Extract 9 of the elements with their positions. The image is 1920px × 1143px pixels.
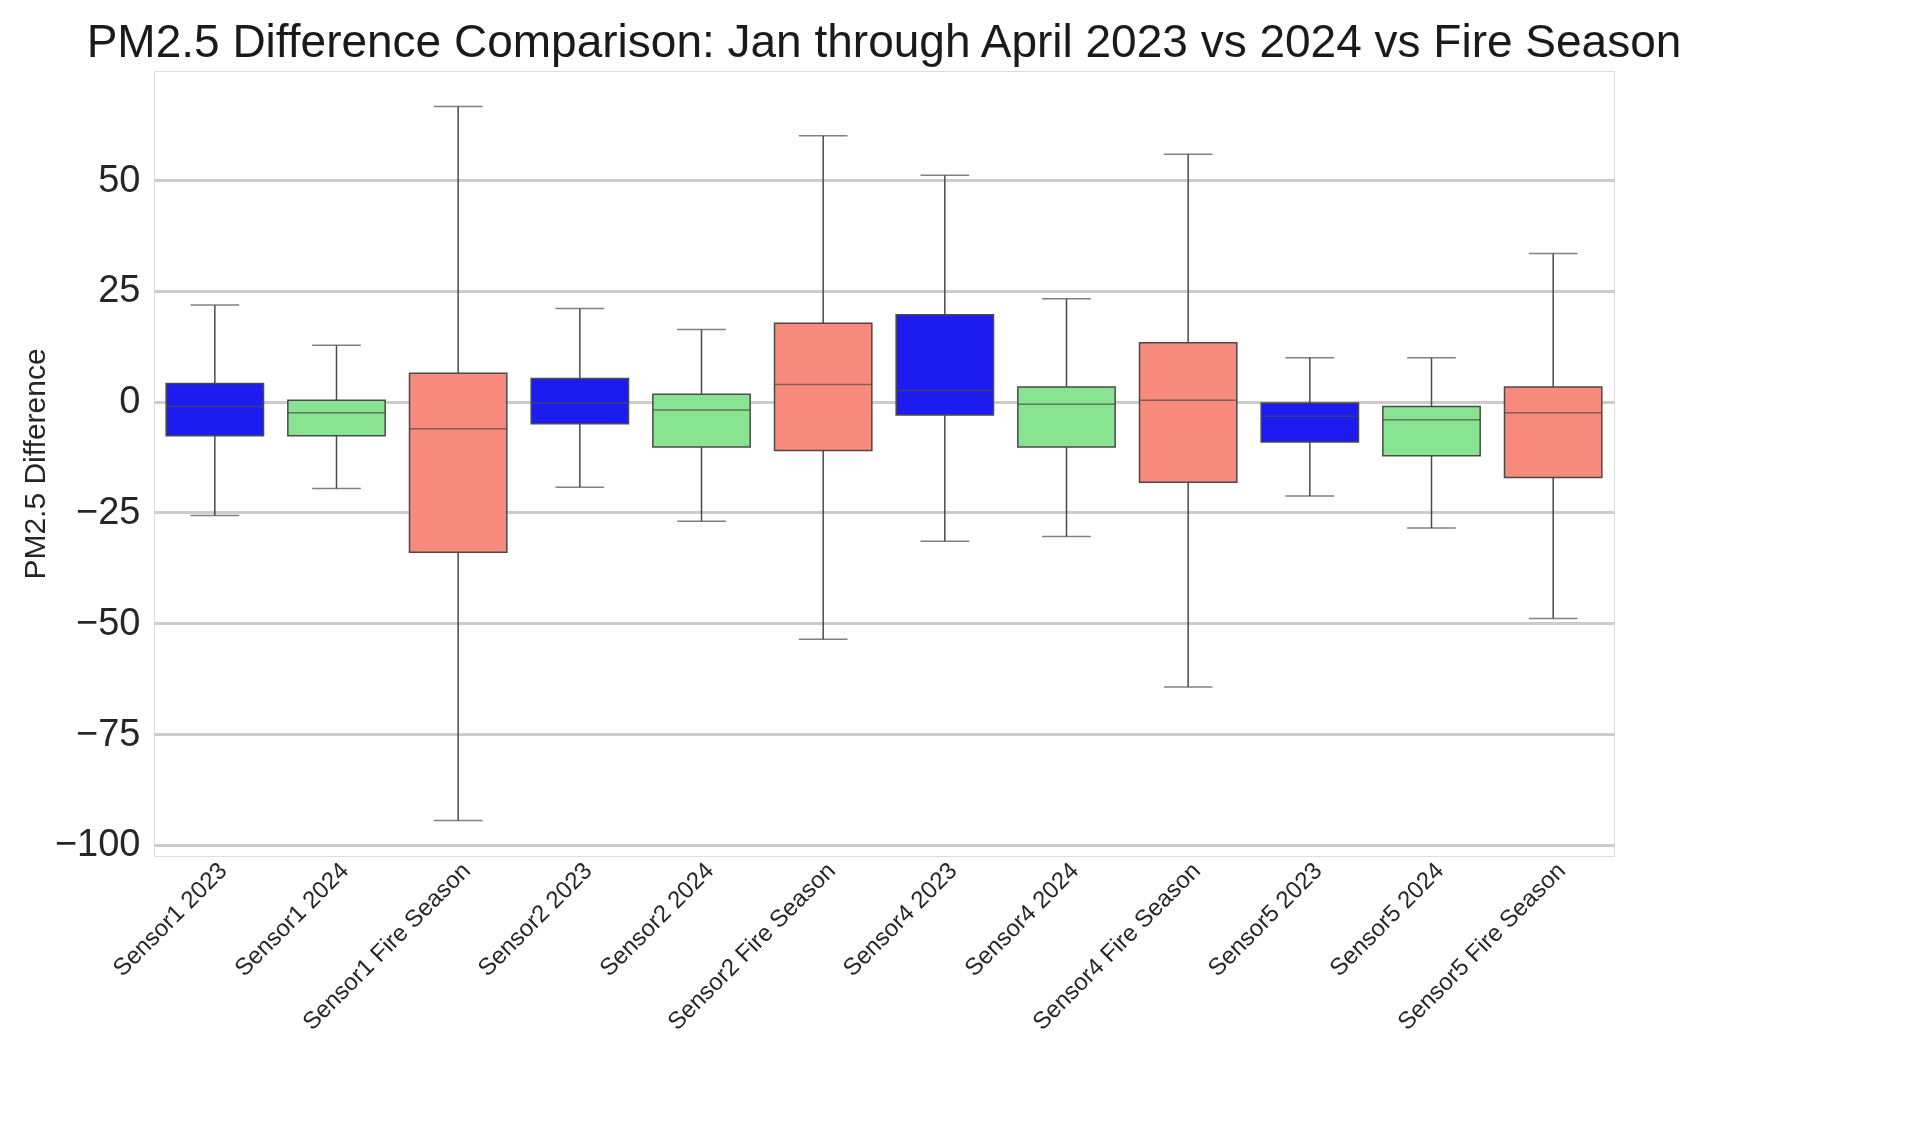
y-tick-label: −75 [76, 711, 141, 754]
y-tick-label: −50 [76, 600, 141, 643]
chart-title: PM2.5 Difference Comparison: Jan through April 2023 vs 2024 vs Fire Season [86, 15, 1682, 67]
y-tick-label: −25 [76, 489, 141, 532]
y-tick-label: −100 [54, 822, 141, 865]
y-tick-label: 0 [119, 379, 141, 422]
y-tick-label: 25 [98, 268, 141, 311]
y-tick-label: 50 [98, 157, 141, 200]
y-axis-title: PM2.5 Difference [17, 348, 51, 580]
